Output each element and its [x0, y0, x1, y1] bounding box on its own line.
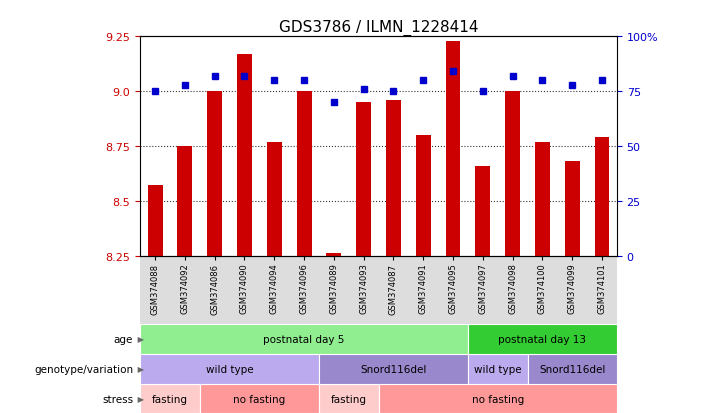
Bar	[327, 254, 341, 256]
Bar	[475, 166, 490, 256]
Bar	[386, 101, 401, 256]
Bar	[505, 92, 520, 256]
Text: Snord116del: Snord116del	[360, 364, 427, 374]
Text: age: age	[114, 334, 133, 344]
Bar	[468, 354, 527, 384]
Bar	[319, 384, 379, 413]
Text: wild type: wild type	[474, 364, 522, 374]
Bar	[356, 103, 371, 256]
Text: ▶: ▶	[135, 335, 144, 344]
Bar	[297, 92, 311, 256]
Text: no fasting: no fasting	[233, 394, 285, 404]
Text: ▶: ▶	[135, 394, 144, 403]
Text: wild type: wild type	[206, 364, 253, 374]
Bar	[416, 135, 430, 256]
Bar	[468, 324, 617, 354]
Text: ▶: ▶	[135, 364, 144, 373]
Bar	[379, 384, 617, 413]
Bar	[140, 324, 468, 354]
Bar	[200, 384, 319, 413]
Bar	[267, 142, 282, 256]
Bar	[237, 55, 252, 256]
Text: postnatal day 5: postnatal day 5	[264, 334, 345, 344]
Text: genotype/variation: genotype/variation	[34, 364, 133, 374]
Bar	[535, 142, 550, 256]
Text: stress: stress	[102, 394, 133, 404]
Bar	[140, 384, 200, 413]
Text: fasting: fasting	[152, 394, 188, 404]
Bar	[177, 147, 192, 256]
Bar	[527, 354, 617, 384]
Bar	[140, 354, 319, 384]
Bar	[319, 354, 468, 384]
Text: fasting: fasting	[331, 394, 367, 404]
Title: GDS3786 / ILMN_1228414: GDS3786 / ILMN_1228414	[279, 20, 478, 36]
Bar	[148, 186, 163, 256]
Bar	[446, 42, 461, 256]
Bar	[594, 138, 609, 256]
Text: postnatal day 13: postnatal day 13	[498, 334, 587, 344]
Bar	[207, 92, 222, 256]
Bar	[565, 162, 580, 256]
Text: Snord116del: Snord116del	[539, 364, 606, 374]
Text: no fasting: no fasting	[472, 394, 524, 404]
